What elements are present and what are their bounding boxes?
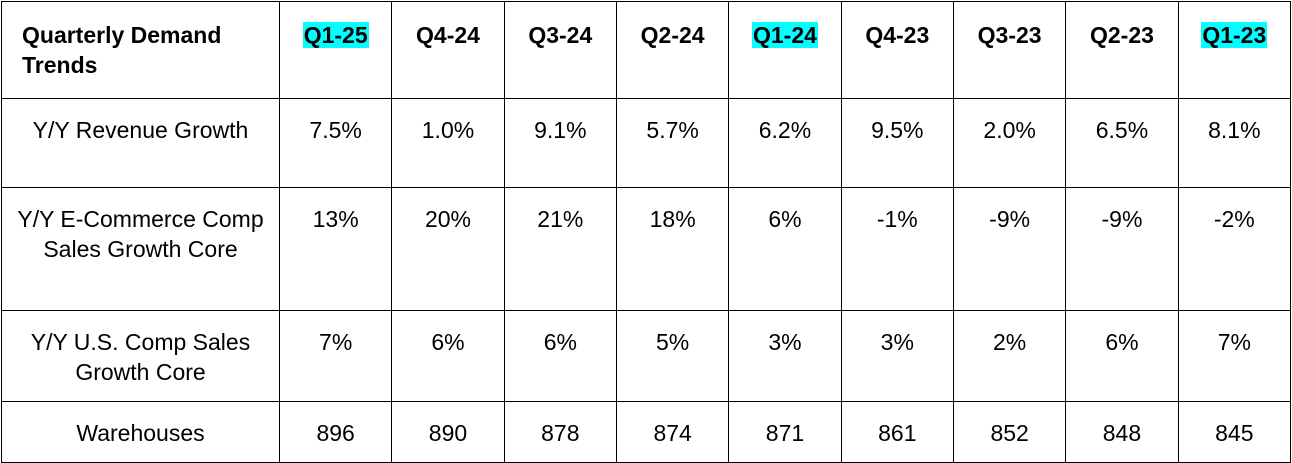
column-header: Q3-24: [503, 1, 617, 99]
column-header-text: Q1-23: [1201, 22, 1268, 48]
data-row: Y/Y U.S. Comp Sales Growth Core 7% 6% 6% 5% 3…: [1, 310, 1292, 402]
cell: 896: [278, 401, 393, 463]
cell: 21%: [503, 187, 617, 311]
cell: 7.5%: [278, 98, 393, 188]
cell: 861: [840, 401, 954, 463]
cell: 18%: [615, 187, 730, 311]
column-header: Q1-24: [728, 1, 842, 99]
cell: 5%: [615, 310, 730, 402]
cell: 3%: [728, 310, 842, 402]
cell: 5.7%: [615, 98, 730, 188]
column-header-text: Q3-24: [528, 22, 593, 48]
cell: 9.1%: [503, 98, 617, 188]
cell: -9%: [1065, 187, 1179, 311]
column-header: Q4-23: [840, 1, 954, 99]
column-header-text: Q2-24: [640, 22, 705, 48]
cell: 6%: [1065, 310, 1179, 402]
column-header: Q1-25: [278, 1, 393, 99]
cell: 1.0%: [391, 98, 505, 188]
header-row: Quarterly Demand Trends Q1-25 Q4-24 Q3-24 Q…: [1, 1, 1292, 99]
column-header: Q2-24: [615, 1, 730, 99]
row-label: Y/Y Revenue Growth: [1, 98, 280, 188]
cell: 8.1%: [1177, 98, 1292, 188]
column-header: Q3-23: [952, 1, 1067, 99]
column-header: Q4-24: [391, 1, 505, 99]
cell: 13%: [278, 187, 393, 311]
cell: 890: [391, 401, 505, 463]
cell: 848: [1065, 401, 1179, 463]
column-header-text: Q1-24: [752, 22, 818, 48]
cell: 6.2%: [728, 98, 842, 188]
cell: 6%: [391, 310, 505, 402]
cell: 6.5%: [1065, 98, 1179, 188]
cell: -2%: [1177, 187, 1292, 311]
data-row: Y/Y Revenue Growth 7.5% 1.0% 9.1% 5.7% 6.2% 9.…: [1, 98, 1292, 188]
row-label: Warehouses: [1, 401, 280, 463]
cell: 845: [1177, 401, 1292, 463]
row-label: Y/Y E-Commerce Comp Sales Growth Core: [1, 187, 280, 311]
cell: 2.0%: [952, 98, 1067, 188]
cell: 852: [952, 401, 1067, 463]
cell: 878: [503, 401, 617, 463]
column-header: Q1-23: [1177, 1, 1292, 99]
cell: 2%: [952, 310, 1067, 402]
column-header-text: Q4-23: [865, 22, 930, 48]
cell: 7%: [278, 310, 393, 402]
data-row: Warehouses 896 890 878 874 871 861 852 848 845: [1, 401, 1292, 463]
column-header-text: Q2-23: [1089, 22, 1154, 48]
column-header-text: Q3-23: [977, 22, 1042, 48]
cell: 874: [615, 401, 730, 463]
column-header-text: Q1-25: [302, 22, 369, 48]
column-header: Q2-23: [1065, 1, 1179, 99]
cell: 3%: [840, 310, 954, 402]
corner-header: Quarterly Demand Trends: [1, 1, 280, 99]
column-header-text: Q4-24: [416, 22, 480, 48]
cell: 7%: [1177, 310, 1292, 402]
cell: 9.5%: [840, 98, 954, 188]
cell: 871: [728, 401, 842, 463]
data-row: Y/Y E-Commerce Comp Sales Growth Core 13%…: [1, 187, 1292, 311]
cell: -1%: [840, 187, 954, 311]
cell: 6%: [503, 310, 617, 402]
cell: -9%: [952, 187, 1067, 311]
cell: 20%: [391, 187, 505, 311]
cell: 6%: [728, 187, 842, 311]
row-label: Y/Y U.S. Comp Sales Growth Core: [1, 310, 280, 402]
